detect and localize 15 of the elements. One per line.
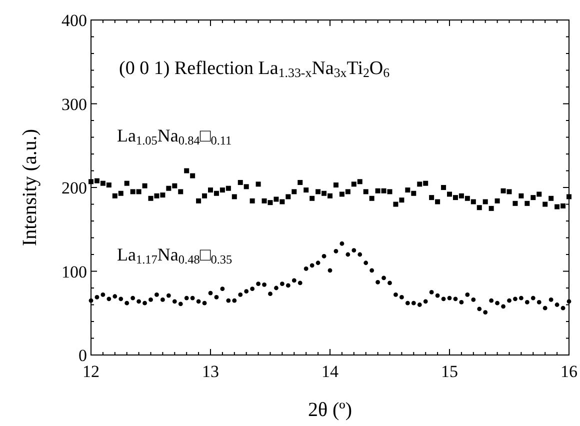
annotation: (0 0 1) Reflection La$_{1.33-x}$Na$_{3x}$Ti$_{2}$O$_{6}$ bbox=[119, 58, 390, 80]
y-tick-label: 100 bbox=[62, 262, 87, 282]
y-tick-label: 400 bbox=[62, 11, 87, 30]
x-tick-label: 12 bbox=[82, 362, 100, 381]
x-tick-label: 15 bbox=[441, 362, 458, 381]
y-axis-title: Intensity (a.u.) bbox=[19, 128, 41, 246]
series-label: La$_{1.05}$Na$_{0.84}$□$_{0.11}$ bbox=[117, 126, 232, 148]
x-axis-title: 2θ (º) bbox=[308, 399, 352, 421]
y-tick-label: 0 bbox=[78, 346, 87, 365]
x-tick-label: 13 bbox=[202, 362, 219, 381]
x-tick-label: 16 bbox=[560, 362, 578, 381]
series-label: La$_{1.17}$Na$_{0.48}$□$_{0.35}$ bbox=[117, 244, 232, 267]
y-tick-label: 300 bbox=[62, 94, 87, 114]
y-tick-label: 200 bbox=[62, 178, 87, 198]
x-tick-label: 14 bbox=[322, 362, 339, 381]
